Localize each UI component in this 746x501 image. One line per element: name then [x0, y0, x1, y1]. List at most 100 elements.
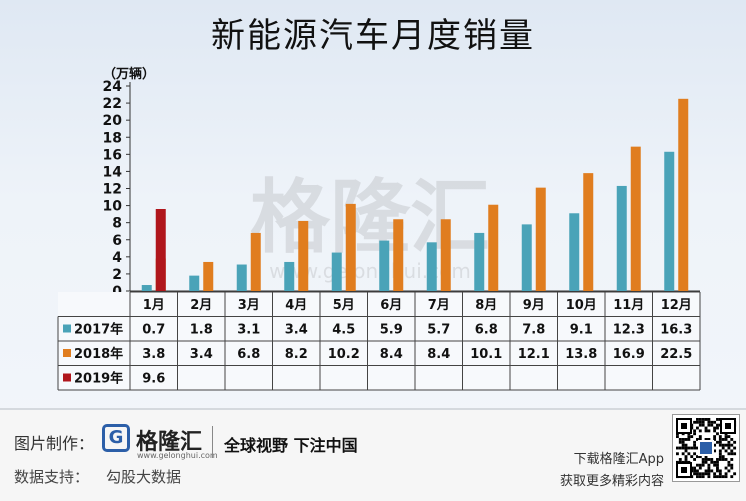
qr-module [704, 472, 708, 476]
qr-module [696, 420, 699, 424]
data-label: 8.4 [427, 347, 450, 362]
y-tick-label: 18 [103, 130, 122, 146]
qr-module [676, 435, 679, 439]
qr-module [707, 463, 711, 467]
qr-module [730, 443, 734, 447]
qr-module [696, 455, 699, 459]
qr-module [678, 446, 682, 450]
bar [189, 275, 200, 291]
qr-module [704, 418, 708, 421]
qr-module [693, 432, 697, 436]
qr-module [724, 458, 728, 461]
bar [331, 252, 342, 291]
qr-module [704, 455, 708, 459]
qr-module [727, 452, 731, 456]
qr-module [687, 438, 691, 441]
qr-module [724, 466, 728, 470]
data-label: 8.4 [380, 347, 403, 362]
data-label: 10.1 [470, 347, 502, 362]
data-label: 3.1 [237, 323, 260, 338]
bar [664, 151, 675, 291]
x-tick-label: 5月 [333, 298, 355, 313]
slogan: 全球视野 下注中国 [224, 436, 358, 455]
data-label: 9.6 [142, 372, 165, 387]
data-label: 12.1 [518, 347, 550, 362]
qr-module [727, 440, 731, 444]
bar [474, 232, 485, 291]
qr-module [698, 463, 702, 467]
qr-module [733, 452, 737, 456]
qr-module [690, 455, 694, 459]
download-app-text: 下载格隆汇App [573, 452, 664, 467]
qr-module [693, 420, 697, 424]
qr-module [698, 475, 702, 479]
qr-finder [725, 423, 731, 429]
data-label: 3.4 [285, 323, 308, 338]
qr-module [730, 452, 734, 456]
qr-module [727, 443, 731, 447]
qr-module [733, 446, 737, 450]
data-label: 1.8 [190, 323, 213, 338]
qr-module [684, 449, 688, 453]
qr-module [698, 472, 702, 476]
qr-module [730, 475, 734, 479]
qr-module [684, 443, 688, 447]
qr-module [724, 435, 728, 439]
qr-module [693, 440, 697, 444]
qr-module [678, 438, 682, 441]
x-tick-label: 6月 [380, 298, 402, 313]
qr-module [716, 423, 719, 427]
x-tick-label: 7月 [428, 298, 450, 313]
qr-module [727, 469, 731, 473]
y-tick-label: 20 [103, 113, 123, 129]
qr-module [724, 443, 728, 447]
qr-module [701, 463, 705, 467]
qr-module [696, 475, 699, 479]
qr-module [716, 469, 719, 473]
qr-module [713, 472, 717, 476]
qr-module [730, 463, 734, 467]
qr-module [698, 438, 702, 441]
qr-module [733, 472, 737, 476]
qr-module [724, 475, 728, 479]
bar [203, 261, 214, 291]
qr-module [721, 438, 725, 441]
qr-module [718, 469, 722, 473]
qr-module [713, 475, 717, 479]
qr-module [704, 429, 708, 433]
qr-module [698, 455, 702, 459]
qr-module [716, 458, 719, 461]
qr-module [721, 455, 725, 459]
qr-module [687, 452, 691, 456]
y-axis-unit-label: （万辆） [103, 66, 155, 82]
y-tick-label: 6 [112, 233, 122, 249]
x-tick-label: 2月 [190, 298, 212, 313]
qr-module [704, 426, 708, 430]
qr-module [718, 458, 722, 461]
qr-module [713, 443, 717, 447]
footer: 图片制作： G 格隆汇 www.gelonghui.com 全球视野 下注中国 … [0, 408, 746, 501]
qr-module [701, 475, 705, 479]
x-tick-label: 12月 [661, 298, 692, 313]
watermark: 格隆汇 www.gelonghui.com [250, 171, 490, 283]
qr-module [681, 452, 685, 456]
data-label: 8.2 [285, 347, 308, 362]
y-tick-label: 12 [103, 182, 122, 198]
qr-module [693, 443, 697, 447]
data-label: 10.2 [328, 347, 360, 362]
qr-module [716, 432, 719, 436]
qr-module [704, 469, 708, 473]
data-label: 13.8 [565, 347, 597, 362]
qr-module [716, 460, 719, 464]
qr-module [713, 420, 717, 424]
qr-module [718, 443, 722, 447]
bar [426, 242, 437, 291]
qr-module [698, 429, 702, 433]
qr-module [698, 420, 702, 424]
y-tick-label: 14 [103, 164, 123, 180]
qr-module [713, 438, 717, 441]
qr-module [707, 429, 711, 433]
qr-module [693, 446, 697, 450]
x-tick-label: 11月 [613, 298, 644, 313]
legend-swatch [63, 373, 71, 382]
